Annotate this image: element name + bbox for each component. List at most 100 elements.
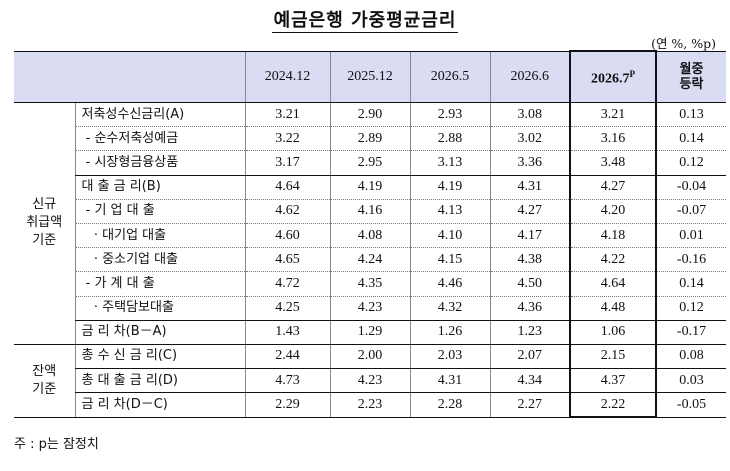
table-cell: 4.64 (244, 175, 330, 200)
table-row: · 대기업 대출 4.60 4.08 4.10 4.17 4.18 0.01 (14, 223, 726, 249)
row-label: - 기 업 대 출 (74, 199, 245, 224)
table-row: 금 리 차(B－A) 1.43 1.29 1.26 1.23 1.06 -0.17 (14, 320, 726, 345)
table-cell: 4.50 (489, 271, 570, 297)
table-cell: 4.46 (409, 271, 490, 297)
col-header: 2024.12 (244, 50, 330, 103)
row-label: 저축성수신금리(A) (74, 102, 245, 128)
table-cell: 2.07 (489, 344, 570, 370)
table-cell: 2.93 (409, 102, 490, 128)
table-cell: 0.14 (655, 271, 726, 297)
table-cell: 2.15 (569, 344, 657, 370)
table-cell: 2.23 (329, 392, 410, 418)
table-row: · 주택담보대출 4.25 4.23 4.32 4.36 4.48 0.12 (14, 296, 726, 321)
title-text: 예금은행 가중평균금리 (271, 10, 459, 33)
table-cell: 0.13 (655, 102, 726, 128)
group-label-balance: 잔액 기준 (14, 344, 75, 418)
group-label-new: 신규 취급액 기준 (14, 102, 75, 345)
table-row: - 가 계 대 출 4.72 4.35 4.46 4.50 4.64 0.14 (14, 271, 726, 297)
row-label: · 대기업 대출 (74, 223, 245, 249)
table-cell: 3.48 (569, 150, 657, 176)
table-cell: 4.10 (409, 223, 490, 249)
table-cell: 4.32 (409, 296, 490, 321)
table-cell: 2.95 (329, 150, 410, 176)
table-cell: 4.60 (244, 223, 330, 249)
table-cell: 1.26 (409, 320, 490, 345)
table-cell: 4.62 (244, 199, 330, 224)
table-cell: 4.18 (569, 223, 657, 249)
table-cell: 4.72 (244, 271, 330, 297)
table-cell: -0.17 (655, 320, 726, 345)
table-cell: 2.29 (244, 392, 330, 418)
col-header: 2025.12 (329, 50, 410, 103)
table-cell: 0.14 (655, 126, 726, 152)
col-header: 2026.6 (489, 50, 570, 103)
row-label: 총 대 출 금 리(D) (74, 368, 245, 394)
table-cell: 1.06 (569, 320, 657, 345)
row-label: 금 리 차(D－C) (74, 392, 245, 418)
table-cell: 2.89 (329, 126, 410, 152)
table-cell: 4.08 (329, 223, 410, 249)
table-cell: 4.27 (569, 175, 657, 200)
table-cell: 4.31 (489, 175, 570, 200)
table-cell: 4.20 (569, 199, 657, 224)
preliminary-mark: P (629, 69, 636, 80)
table-cell: -0.07 (655, 199, 726, 224)
table-cell: 4.37 (569, 368, 657, 394)
table-cell: -0.16 (655, 247, 726, 273)
table-cell: 4.13 (409, 199, 490, 224)
table-cell: -0.05 (655, 392, 726, 418)
table-cell: 0.08 (655, 344, 726, 370)
row-label: 금 리 차(B－A) (74, 320, 245, 345)
table-cell: 3.17 (244, 150, 330, 176)
col-header: 2026.5 (409, 50, 490, 103)
table-cell: 3.16 (569, 126, 657, 152)
row-label: - 가 계 대 출 (74, 271, 245, 297)
table-cell: 4.36 (489, 296, 570, 321)
table-cell: 4.34 (489, 368, 570, 394)
table-cell: 4.65 (244, 247, 330, 273)
table-cell: 4.17 (489, 223, 570, 249)
table-cell: 1.23 (489, 320, 570, 345)
table-cell: 3.36 (489, 150, 570, 176)
table-cell: 4.73 (244, 368, 330, 394)
table-cell: 4.22 (569, 247, 657, 273)
table-cell: 4.31 (409, 368, 490, 394)
table-cell: 4.35 (329, 271, 410, 297)
table-cell: 4.19 (329, 175, 410, 200)
interest-rate-table: 2024.12 2025.12 2026.5 2026.6 2026.7P 월중… (14, 50, 726, 419)
table-cell: 4.15 (409, 247, 490, 273)
col-header-current-text: 2026.7 (591, 71, 630, 87)
table-cell: 1.29 (329, 320, 410, 345)
header-row: 2024.12 2025.12 2026.5 2026.6 2026.7P 월중… (14, 50, 726, 103)
table-row: 잔액 기준 총 수 신 금 리(C) 2.44 2.00 2.03 2.07 2.15 0.0… (14, 344, 726, 418)
table-cell: 4.38 (489, 247, 570, 273)
footnote: 주 : p는 잠정치 (14, 437, 99, 452)
table-cell: 4.64 (569, 271, 657, 297)
unit-label: (연 %, %p) (651, 36, 716, 51)
table-cell: 3.21 (569, 102, 657, 128)
table-row: · 중소기업 대출 4.65 4.24 4.15 4.38 4.22 -0.16 (14, 247, 726, 273)
row-label: - 시장형금융상품 (74, 150, 245, 176)
table-cell: 4.23 (329, 296, 410, 321)
table-cell: 2.90 (329, 102, 410, 128)
table-row: - 순수저축성예금 3.22 2.89 2.88 3.02 3.16 0.14 (14, 126, 726, 152)
table-cell: 3.08 (489, 102, 570, 128)
row-label: - 순수저축성예금 (74, 126, 245, 152)
table-row: - 기 업 대 출 4.62 4.16 4.13 4.27 4.20 -0.07 (14, 199, 726, 224)
table-cell: 3.22 (244, 126, 330, 152)
table-cell: 2.44 (244, 344, 330, 370)
table-row: 신규 취급액 기준 저축성수신금리(A) 3.21 2.90 2.93 3.08 3.21 0… (14, 102, 726, 345)
table-cell: 2.27 (489, 392, 570, 418)
row-label: · 주택담보대출 (74, 296, 245, 321)
table-cell: 4.25 (244, 296, 330, 321)
table-cell: 3.02 (489, 126, 570, 152)
row-label: · 중소기업 대출 (74, 247, 245, 273)
col-header-change: 월중 등락 (655, 50, 726, 103)
table-cell: 1.43 (244, 320, 330, 345)
table-cell: 4.19 (409, 175, 490, 200)
col-header-current: 2026.7P (569, 50, 657, 103)
table-cell: 0.01 (655, 223, 726, 249)
table-cell: 0.12 (655, 150, 726, 176)
row-label: 대 출 금 리(B) (74, 175, 245, 200)
row-label: 총 수 신 금 리(C) (74, 344, 245, 370)
